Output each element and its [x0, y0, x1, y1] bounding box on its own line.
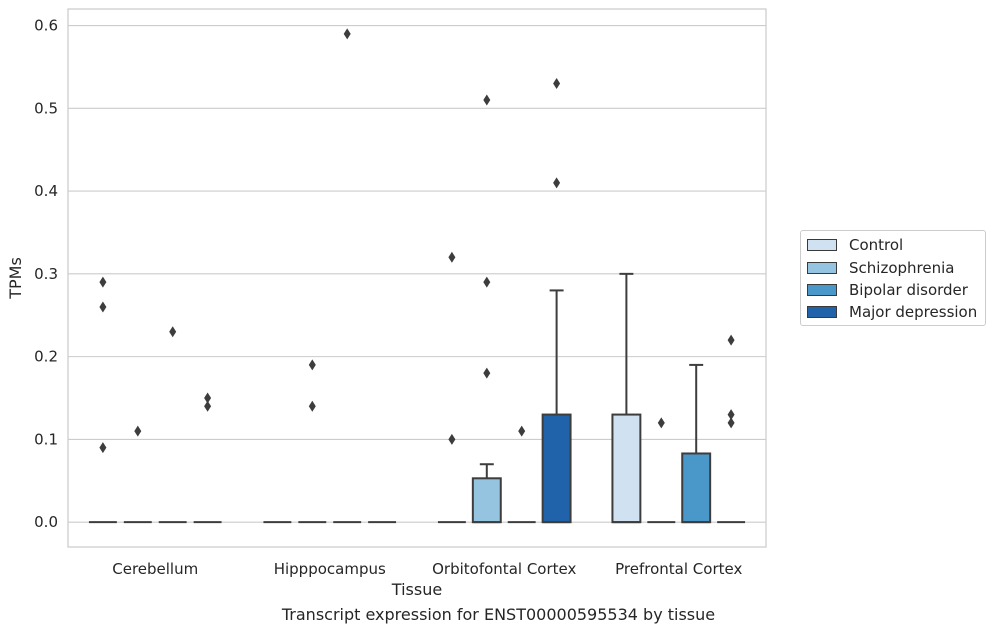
box-body [611, 413, 642, 524]
legend-item-major-depression: Major depression [807, 302, 977, 322]
outlier-point [448, 433, 456, 445]
box-major-depression-orbitofontal-cortex [541, 77, 572, 524]
outlier-point [483, 276, 491, 288]
outlier-point [483, 367, 491, 379]
outlier-point [204, 392, 212, 404]
legend-swatch-schizophrenia [807, 262, 837, 274]
outlier-point [727, 417, 735, 429]
outlier-point [553, 177, 561, 189]
outlier-point [657, 417, 665, 429]
box-body [681, 452, 712, 524]
box-control-prefrontal-cortex [611, 272, 642, 524]
box-body [471, 477, 502, 524]
box-schizophrenia-cerebellum [123, 425, 152, 524]
box-bipolar-disorder-hipppocampus [333, 28, 362, 524]
box-schizophrenia-hipppocampus [298, 359, 327, 524]
x-tick-labels: Cerebellum Hipppocampus Orbitofontal Corte… [112, 560, 742, 578]
x-tick-label: Hipppocampus [274, 560, 386, 578]
legend-swatch-control [807, 239, 837, 251]
legend-item-bipolar-disorder: Bipolar disorder [807, 280, 968, 300]
y-tick-label: 0.3 [34, 265, 58, 283]
box-bipolar-disorder-cerebellum [158, 326, 187, 524]
box-bipolar-disorder-orbitofontal-cortex [507, 425, 536, 524]
y-tick-label: 0.0 [34, 513, 58, 531]
legend-item-schizophrenia: Schizophrenia [807, 258, 954, 278]
outlier-point [483, 94, 491, 106]
y-tick-labels: 0.0 0.1 0.2 0.3 0.4 0.5 0.6 [34, 17, 58, 532]
y-tick-label: 0.2 [34, 348, 58, 366]
plot-marks [88, 28, 746, 524]
outlier-point [134, 425, 142, 437]
box-major-depression-prefrontal-cortex [717, 334, 746, 524]
legend-label-bipolar-disorder: Bipolar disorder [849, 281, 968, 299]
box-bipolar-disorder-prefrontal-cortex [681, 363, 712, 524]
x-tick-label: Orbitofontal Cortex [432, 560, 576, 578]
y-tick-label: 0.5 [34, 99, 58, 117]
y-tick-label: 0.4 [34, 182, 58, 200]
outlier-point [99, 301, 107, 313]
legend: Control Schizophrenia Bipolar disorder M… [800, 230, 986, 326]
outlier-point [553, 77, 561, 89]
plot-frame [67, 8, 767, 548]
legend-label-schizophrenia: Schizophrenia [849, 259, 955, 277]
outlier-point [448, 251, 456, 263]
outlier-point [343, 28, 351, 40]
box-major-depression-cerebellum [193, 392, 222, 524]
box-schizophrenia-orbitofontal-cortex [471, 94, 502, 524]
legend-item-control: Control [807, 235, 903, 255]
box-control-cerebellum [88, 276, 117, 524]
outlier-point [308, 400, 316, 412]
box-body [541, 413, 572, 524]
outlier-point [204, 400, 212, 412]
outlier-point [727, 409, 735, 421]
outlier-point [518, 425, 526, 437]
box-schizophrenia-prefrontal-cortex [647, 417, 676, 524]
x-tick-label: Cerebellum [112, 560, 198, 578]
x-axis-label: Tissue [391, 580, 442, 599]
x-tick-label: Prefrontal Cortex [615, 560, 742, 578]
y-tick-label: 0.6 [34, 17, 58, 35]
outlier-point [308, 359, 316, 371]
outlier-point [727, 334, 735, 346]
legend-swatch-major-depression [807, 306, 837, 318]
outlier-point [99, 276, 107, 288]
legend-label-major-depression: Major depression [849, 303, 978, 321]
legend-label-control: Control [849, 236, 904, 254]
y-axis-label: TPMs [6, 257, 25, 300]
gridlines [68, 25, 766, 523]
outlier-point [169, 326, 177, 338]
legend-swatch-bipolar-disorder [807, 284, 837, 296]
y-tick-label: 0.1 [34, 430, 58, 448]
box-control-orbitofontal-cortex [437, 251, 466, 524]
figure-caption: Transcript expression for ENST0000059553… [281, 605, 716, 624]
outlier-point [99, 442, 107, 454]
